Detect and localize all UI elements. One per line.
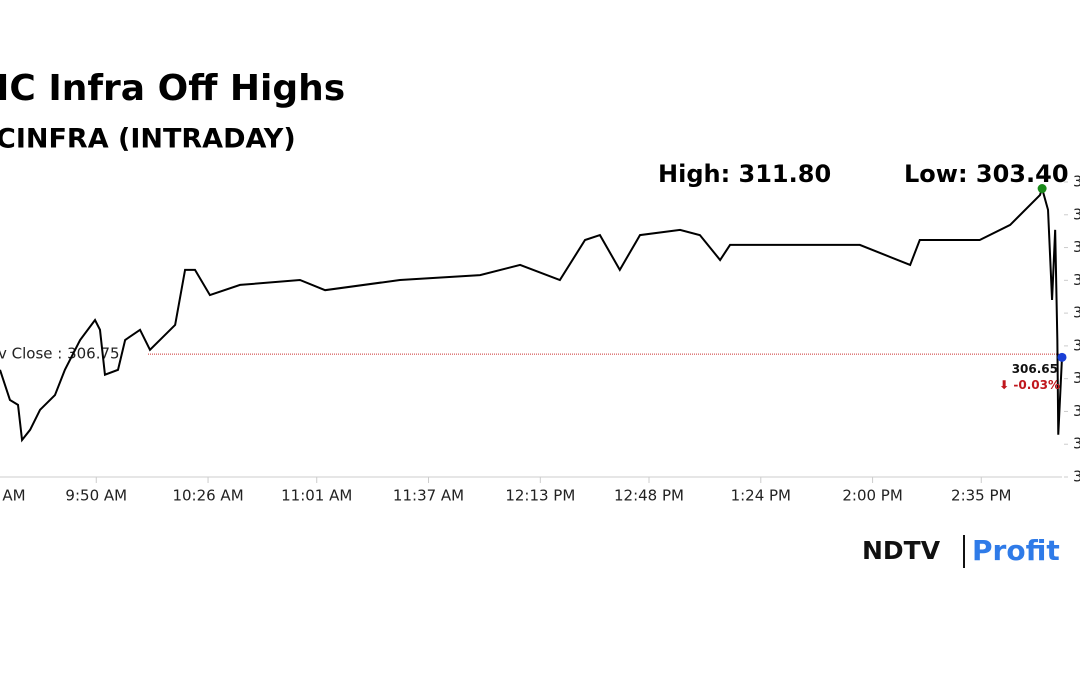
x-tick-label: AM [2,487,25,505]
y-tick-label: 3 [1073,238,1080,256]
price-line [0,185,1063,443]
x-tick-label: 1:24 PM [731,487,791,505]
y-tick-label: 3 [1073,336,1080,354]
x-tick-label: 9:50 AM [65,487,127,505]
high-label: High: 311.80 [658,160,831,188]
x-tick-label: 12:13 PM [505,487,575,505]
brand-logo: NDTV [862,536,941,565]
y-tick-label: 3 [1073,173,1080,191]
y-tick-label: 3 [1073,369,1080,387]
y-tick-label: 3 [1073,468,1080,486]
brand-sub: Profit [972,534,1060,567]
change: ⬇ -0.03% [999,378,1060,392]
x-tick-label: 11:37 AM [393,487,464,505]
y-tick-label: 3 [1073,435,1080,453]
last-price: 306.65 [1012,362,1058,376]
prev-close-label: v Close : 306.75 [0,345,120,363]
chart-subtitle: CINFRA (INTRADAY) [0,124,296,155]
high-marker [1037,184,1047,194]
x-tick-label: 2:35 PM [951,487,1011,505]
x-tick-label: 12:48 PM [614,487,684,505]
y-tick-label: 3 [1073,271,1080,289]
last-marker [1057,352,1067,362]
x-tick-label: 2:00 PM [842,487,902,505]
y-tick-label: 3 [1073,402,1080,420]
y-tick-label: 3 [1073,304,1080,322]
low-label: Low: 303.40 [904,160,1069,188]
chart-title: IC Infra Off Highs [0,68,345,109]
y-tick-label: 3 [1073,205,1080,223]
x-tick-label: 11:01 AM [281,487,352,505]
x-tick-label: 10:26 AM [172,487,243,505]
